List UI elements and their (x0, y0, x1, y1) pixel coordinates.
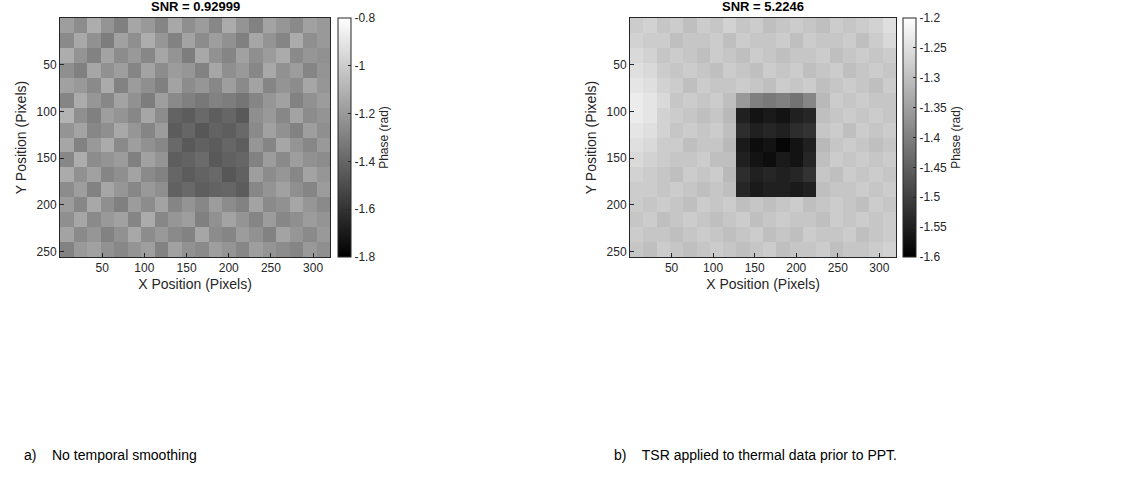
svg-text:-1.35: -1.35 (919, 101, 947, 115)
svg-text:b) TSR applied to thermal d: b) TSR applied to thermal data prior to … (614, 447, 897, 463)
svg-text:250: 250 (261, 261, 281, 275)
svg-text:300: 300 (869, 261, 889, 275)
svg-text:-1.6: -1.6 (919, 250, 940, 264)
svg-text:200: 200 (37, 198, 57, 212)
svg-text:50: 50 (96, 261, 110, 275)
svg-text:100: 100 (703, 261, 723, 275)
svg-text:50: 50 (43, 58, 57, 72)
svg-text:Phase (rad): Phase (rad) (949, 106, 963, 169)
svg-text:-1: -1 (354, 59, 365, 73)
svg-text:-0.8: -0.8 (354, 11, 375, 25)
svg-text:-1.4: -1.4 (354, 155, 375, 169)
svg-text:Phase (rad): Phase (rad) (377, 106, 391, 169)
svg-text:X Position (Pixels): X Position (Pixels) (138, 276, 252, 292)
svg-text:200: 200 (607, 198, 627, 212)
svg-text:-1.2: -1.2 (354, 107, 375, 121)
svg-text:SNR = 5.2246: SNR = 5.2246 (722, 0, 804, 14)
svg-text:a) No temporal smoothing: a) No temporal smoothing (24, 447, 197, 463)
svg-text:50: 50 (665, 261, 679, 275)
svg-text:50: 50 (613, 58, 627, 72)
svg-text:Y Position (Pixels): Y Position (Pixels) (13, 81, 29, 194)
svg-text:100: 100 (37, 105, 57, 119)
svg-text:150: 150 (37, 151, 57, 165)
svg-text:SNR = 0.92999: SNR = 0.92999 (151, 0, 240, 14)
svg-text:300: 300 (303, 261, 323, 275)
svg-text:-1.3: -1.3 (919, 71, 940, 85)
svg-text:-1.5: -1.5 (919, 190, 940, 204)
svg-text:250: 250 (828, 261, 848, 275)
svg-text:150: 150 (745, 261, 765, 275)
svg-text:-1.2: -1.2 (919, 11, 940, 25)
svg-text:-1.4: -1.4 (919, 131, 940, 145)
svg-text:-1.6: -1.6 (354, 202, 375, 216)
svg-text:250: 250 (37, 245, 57, 259)
svg-text:-1.25: -1.25 (919, 41, 947, 55)
svg-text:150: 150 (607, 151, 627, 165)
svg-text:-1.55: -1.55 (919, 220, 947, 234)
svg-text:100: 100 (134, 261, 154, 275)
svg-text:-1.8: -1.8 (354, 250, 375, 264)
svg-text:200: 200 (219, 261, 239, 275)
svg-text:100: 100 (607, 105, 627, 119)
svg-text:Y Position (Pixels): Y Position (Pixels) (583, 81, 599, 194)
svg-text:200: 200 (786, 261, 806, 275)
svg-text:X Position (Pixels): X Position (Pixels) (706, 276, 820, 292)
svg-text:150: 150 (177, 261, 197, 275)
svg-text:250: 250 (607, 245, 627, 259)
svg-text:-1.45: -1.45 (919, 161, 947, 175)
